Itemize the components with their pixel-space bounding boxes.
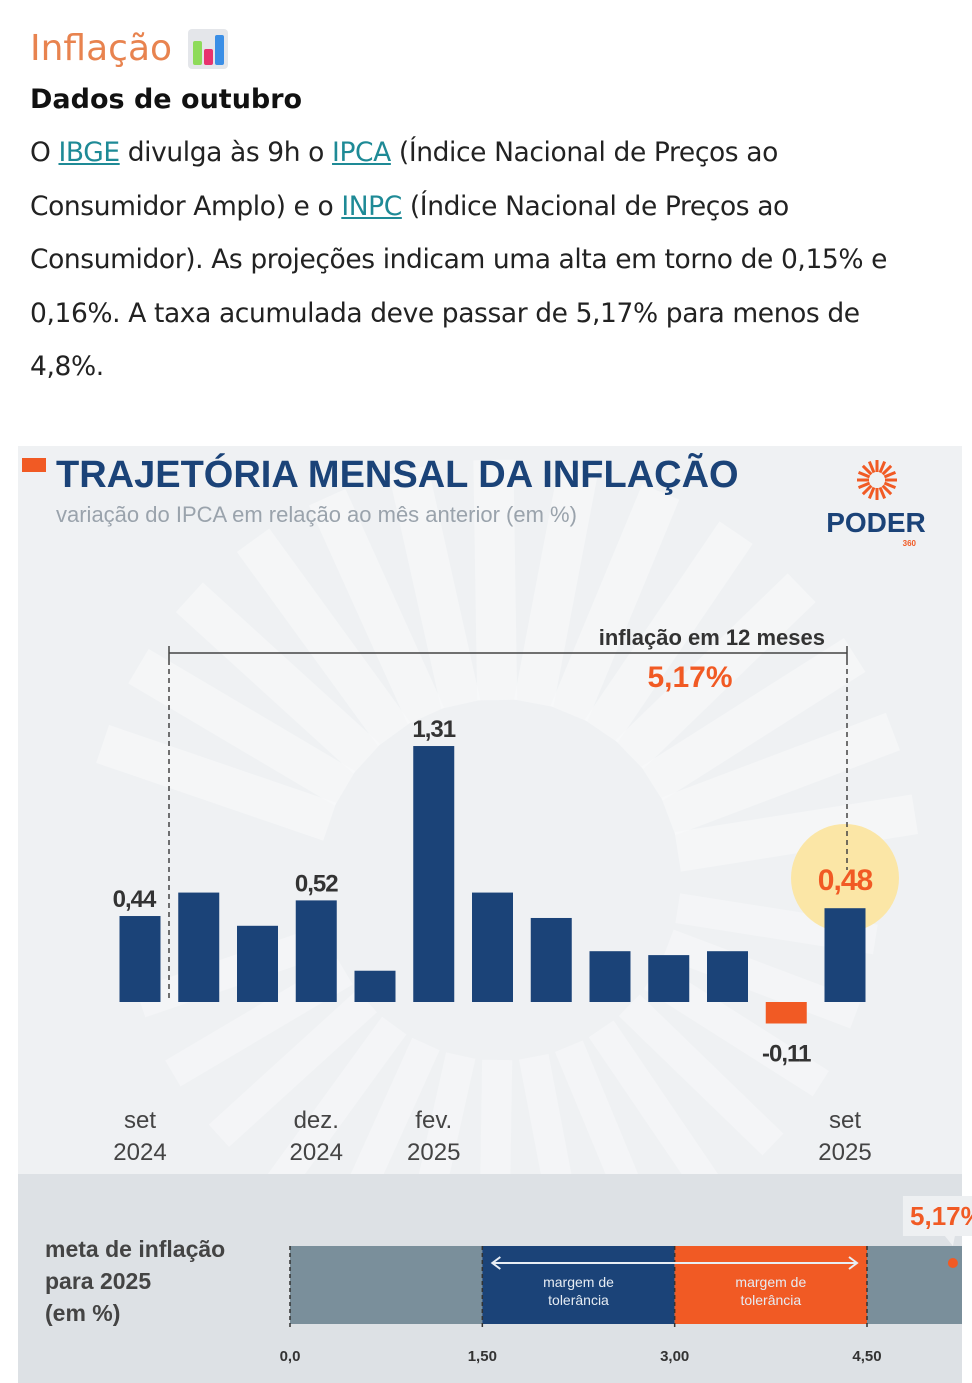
- background-ray: [514, 463, 599, 707]
- background-ray: [208, 990, 377, 1147]
- segment-label: margem de: [543, 1274, 614, 1290]
- x-tick-label: 2024: [290, 1139, 343, 1166]
- x-tick-label: dez.: [294, 1107, 339, 1134]
- post-paragraph: O IBGE divulga às 9h o IPCA (Índice Naci…: [30, 126, 930, 394]
- chart-title: TRAJETÓRIA MENSAL DA INFLAÇÃO: [56, 452, 739, 496]
- segment-label: tolerância: [548, 1292, 609, 1308]
- bar-mar-2025: [472, 892, 513, 1002]
- logo-subtext: 360: [903, 539, 917, 548]
- bar-jun-2025: [648, 955, 690, 1002]
- marker-label-pointer: [944, 1236, 955, 1246]
- background-ray: [236, 528, 411, 747]
- background-ray: [128, 648, 356, 806]
- bar-jul-2025: [707, 951, 748, 1002]
- x-tick-label: set: [829, 1107, 861, 1134]
- background-ray: [308, 488, 445, 725]
- paragraph-text: divulga às 9h o: [119, 137, 333, 168]
- data-label: 1,31: [412, 716, 455, 743]
- data-label: 0,44: [113, 886, 157, 913]
- target-label: (em %): [45, 1300, 120, 1326]
- paragraph-text: (Índice Nacional de Preços ao Consumidor…: [30, 190, 888, 383]
- paragraph-text: O: [30, 137, 59, 168]
- target-segment: [482, 1246, 675, 1324]
- background-ray: [388, 465, 481, 709]
- marker-label: 5,17%: [910, 1201, 972, 1231]
- background-ray: [615, 573, 816, 770]
- background-ray: [175, 582, 381, 774]
- bar-mai-2025: [589, 951, 631, 1002]
- bar-nov-2024: [237, 925, 278, 1002]
- background-ray: [588, 1020, 726, 1203]
- background-ray: [618, 994, 784, 1156]
- target-tick-label: 0,0: [280, 1348, 301, 1365]
- target-label: para 2025: [45, 1268, 151, 1294]
- target-label: meta de inflação: [45, 1236, 225, 1262]
- data-label: 0,48: [818, 864, 873, 897]
- background-ray: [663, 929, 861, 1029]
- background-ray: [473, 459, 518, 701]
- bar-set-2024: [119, 916, 161, 1002]
- marker-label-box: [902, 1196, 972, 1236]
- post: Inflação Dados de outubro O IBGE divulga…: [30, 24, 930, 394]
- logo-text: PODER: [826, 507, 926, 538]
- segment-label: margem de: [735, 1274, 806, 1290]
- arrow-heads: [490, 1256, 859, 1270]
- paragraph-text: (Índice Nacional de Preços ao Consumidor…: [30, 137, 778, 222]
- target-tick-label: 3,00: [660, 1348, 689, 1365]
- x-tick-label: 2025: [818, 1139, 871, 1166]
- target-segment: [290, 1246, 483, 1324]
- target-tick-label: 4,50: [852, 1348, 881, 1365]
- post-title-text: Inflação: [30, 28, 173, 69]
- background-ray: [674, 794, 918, 872]
- segment-label: tolerância: [740, 1292, 801, 1308]
- target-segment: [674, 1246, 867, 1324]
- bar-abr-2025: [530, 917, 572, 1002]
- target-tick-label: 1,50: [468, 1348, 497, 1365]
- annotation-value: 5,17%: [647, 661, 732, 694]
- bar-chart-emoji-icon: [188, 29, 229, 69]
- x-tick-label: set: [124, 1107, 156, 1134]
- background-ray: [96, 725, 337, 841]
- bar-out-2024: [178, 892, 220, 1002]
- bar-fev-2025: [413, 746, 455, 1002]
- x-tick-label: 2025: [407, 1139, 460, 1166]
- post-subtitle: Dados de outubro: [30, 84, 303, 115]
- highlight-circle: [791, 824, 899, 932]
- chart-subtitle: variação do IPCA em relação ao mês anter…: [56, 502, 577, 527]
- annotation-label: inflação em 12 meses: [599, 625, 825, 650]
- title-marker: [22, 458, 46, 472]
- bar-jan-2025: [354, 970, 396, 1002]
- x-tick-label: 2024: [113, 1139, 166, 1166]
- target-segment: [867, 1246, 962, 1324]
- link-ipca[interactable]: IPCA: [332, 137, 391, 168]
- bar-ago-2025: [765, 1002, 807, 1024]
- bar-set-2025: [824, 908, 866, 1002]
- link-inpc[interactable]: INPC: [341, 190, 402, 222]
- background-ray: [661, 712, 900, 836]
- x-tick-label: fev.: [415, 1107, 452, 1134]
- background-ray: [641, 638, 866, 801]
- marker-dot: [947, 1258, 958, 1268]
- background-ray: [584, 521, 753, 743]
- link-ibge[interactable]: IBGE: [58, 137, 120, 168]
- poder360-logo: [857, 460, 897, 500]
- background-ray: [264, 1016, 407, 1197]
- data-label: -0,11: [762, 1040, 811, 1067]
- data-label: 0,52: [295, 870, 338, 897]
- background-ray: [550, 484, 680, 722]
- bar-dez-2024: [295, 900, 337, 1002]
- post-title: Inflação: [30, 24, 930, 74]
